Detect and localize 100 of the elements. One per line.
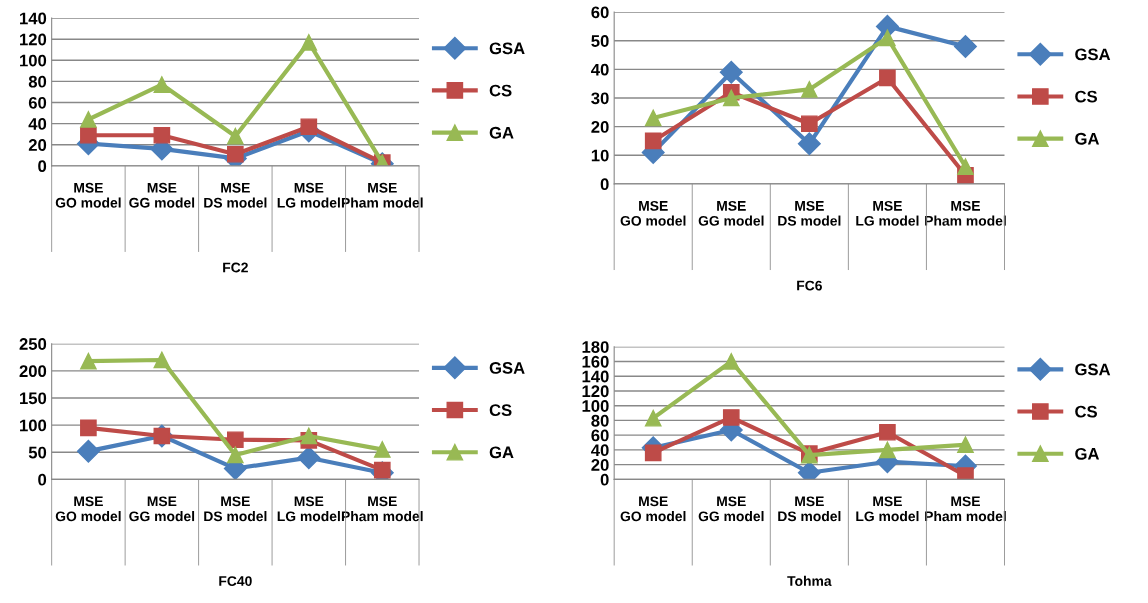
y-tick-label: 140 (582, 370, 609, 383)
point (719, 60, 743, 84)
point (80, 111, 97, 128)
x-axis-title: FC6 (797, 280, 822, 291)
point (300, 34, 318, 51)
point (722, 89, 740, 107)
y-tick-label: 50 (28, 446, 47, 459)
x-tick-label: MSE LG model (856, 496, 919, 522)
point (644, 444, 662, 462)
legend-label: GA (489, 446, 514, 459)
x-tick-label: MSE GO model (620, 200, 686, 226)
point (373, 441, 391, 458)
y-tick-label: 150 (20, 392, 47, 405)
x-tick-label: MSE LG model (277, 496, 340, 522)
y-tick-label: 30 (591, 92, 609, 105)
y-tick-label: 180 (582, 341, 609, 353)
point (957, 158, 974, 176)
y-tick-label: 60 (28, 96, 47, 109)
y-tick-label: 20 (591, 121, 609, 133)
legend-label: GSA (489, 42, 525, 55)
point (300, 118, 318, 136)
y-tick-label: 0 (38, 473, 47, 486)
point (797, 132, 821, 156)
x-tick-label: MSE Pham model (341, 496, 423, 522)
point (227, 446, 244, 464)
legend-label: GSA (489, 362, 525, 374)
point (644, 132, 662, 150)
x-tick-label: MSE GG model (129, 496, 195, 522)
y-tick-label: 50 (591, 35, 609, 47)
y-tick-label: 20 (591, 459, 609, 471)
point (879, 441, 896, 459)
point (80, 419, 97, 437)
y-tick-label: 20 (28, 139, 47, 151)
y-tick-label: 100 (20, 419, 47, 432)
point (957, 436, 974, 454)
point (227, 431, 244, 449)
point (76, 439, 100, 463)
y-tick-label: 120 (20, 33, 47, 46)
y-tick-label: 200 (19, 365, 47, 378)
x-tick-label: MSE Pham model (341, 182, 423, 208)
point (801, 115, 818, 133)
y-tick-label: 0 (600, 178, 609, 191)
y-tick-label: 80 (28, 75, 47, 88)
point (80, 126, 97, 144)
y-tick-label: 0 (38, 160, 47, 173)
point (879, 29, 896, 47)
y-tick-label: 80 (591, 414, 609, 427)
y-tick-label: 0 (600, 473, 609, 486)
x-tick-label: MSE GG model (698, 496, 764, 522)
y-tick-label: 60 (591, 6, 609, 19)
y-tick-label: 60 (591, 429, 609, 442)
legend-label: GA (1075, 132, 1100, 145)
point (227, 127, 244, 145)
y-tick-label: 100 (582, 400, 609, 412)
legend-label: CS (1075, 405, 1097, 418)
point (644, 409, 662, 427)
point (722, 353, 740, 370)
y-tick-label: 120 (582, 385, 609, 398)
y-tick-label: 250 (19, 338, 47, 350)
legend-label: GA (489, 126, 514, 139)
x-tick-label: MSE GG model (698, 200, 764, 226)
y-tick-label: 140 (20, 12, 47, 25)
y-tick-label: 40 (28, 118, 47, 130)
point (297, 446, 321, 470)
point (153, 76, 171, 93)
y-tick-label: 100 (20, 54, 47, 67)
y-tick-label: 160 (582, 355, 609, 368)
x-tick-label: MSE Pham model (925, 496, 1006, 522)
point (153, 351, 171, 369)
x-axis-title: Tohma (787, 575, 832, 586)
legend-label: GSA (1075, 48, 1111, 61)
x-axis-title: FC40 (219, 576, 252, 586)
x-tick-label: MSE DS model (778, 496, 841, 522)
x-axis-title: FC2 (223, 262, 248, 273)
legend-label: GSA (1075, 363, 1111, 376)
x-tick-label: MSE LG model (856, 200, 919, 226)
legend-label: CS (489, 404, 512, 417)
x-tick-label: MSE DS model (778, 200, 841, 226)
legend-label: CS (489, 84, 512, 97)
x-tick-label: MSE DS model (204, 182, 267, 208)
x-tick-label: MSE Pham model (925, 200, 1006, 226)
legend-label: CS (1075, 90, 1097, 103)
y-tick-label: 40 (591, 63, 609, 76)
point (644, 109, 662, 127)
point (879, 423, 896, 441)
point (801, 81, 818, 98)
x-tick-label: MSE LG model (277, 182, 340, 208)
point (153, 126, 171, 144)
point (722, 409, 740, 426)
point (953, 34, 977, 58)
point (300, 427, 318, 445)
x-tick-label: MSE GO model (620, 496, 686, 522)
point (80, 352, 97, 370)
legend-label: GA (1075, 447, 1100, 460)
x-tick-label: MSE GO model (55, 496, 121, 522)
x-tick-label: MSE GO model (55, 182, 121, 208)
y-tick-label: 10 (591, 149, 609, 162)
point (879, 69, 896, 87)
x-tick-label: MSE DS model (204, 496, 267, 522)
x-tick-label: MSE GG model (129, 182, 195, 208)
